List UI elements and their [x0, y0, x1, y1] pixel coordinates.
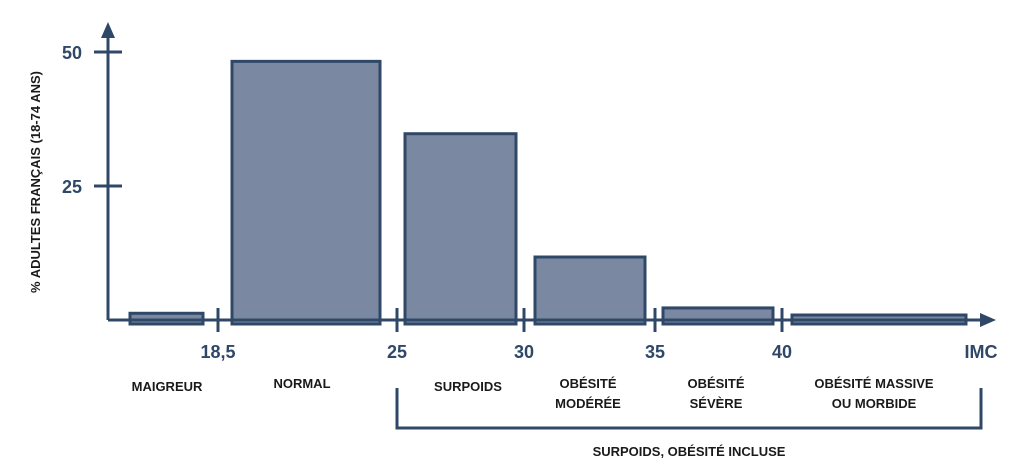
- y-axis-arrow-icon: [101, 22, 115, 38]
- x-tick-label: 25: [387, 342, 407, 362]
- x-tick-label: 40: [772, 342, 792, 362]
- category-label: OBÉSITÉ SÉVÈRE: [687, 376, 744, 411]
- category-label: OBÉSITÉ MASSIVE OU MORBIDE: [814, 376, 934, 411]
- x-tick-label: 30: [514, 342, 534, 362]
- bar-4: [533, 255, 647, 326]
- category-label: OBÉSITÉ MODÉRÉE: [555, 376, 621, 411]
- x-tick-label: 18,5: [200, 342, 235, 362]
- y-tick-label: 50: [62, 43, 82, 63]
- group-label: SURPOIDS, OBÉSITÉ INCLUSE: [593, 444, 786, 459]
- y-axis-label: % ADULTES FRANÇAIS (18-74 ANS): [28, 71, 43, 293]
- group-bracket: [395, 388, 983, 430]
- category-label: SURPOIDS: [434, 379, 502, 394]
- x-tick-label: 35: [645, 342, 665, 362]
- labels-group: 25 50 18,5 25 30 35 40 IMC % ADULTES FRANÇAIS (1…: [28, 43, 998, 459]
- bars-group: [128, 59, 968, 326]
- axes-group: [94, 22, 996, 430]
- bar-3: [403, 132, 518, 326]
- category-label: MAIGREUR: [132, 379, 203, 394]
- y-tick-label: 25: [62, 177, 82, 197]
- bar-5: [661, 306, 775, 326]
- x-axis-label: IMC: [965, 342, 998, 362]
- bar-2: [230, 59, 382, 326]
- category-label: NORMAL: [273, 376, 330, 391]
- x-axis-arrow-icon: [980, 313, 996, 327]
